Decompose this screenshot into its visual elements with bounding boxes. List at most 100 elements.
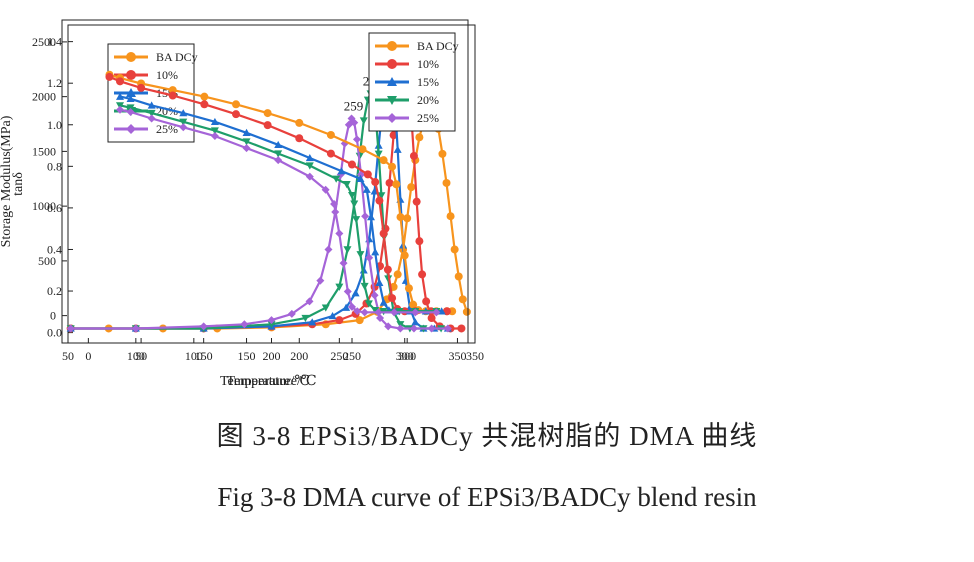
data-point xyxy=(377,192,386,200)
plot-frame xyxy=(61,19,469,344)
data-point xyxy=(305,172,314,181)
data-point xyxy=(356,174,365,182)
legend-swatch-marker xyxy=(387,113,397,123)
data-point xyxy=(374,150,383,158)
x-tick-label: 50 xyxy=(135,349,147,363)
x-tick-label: 50 xyxy=(62,349,74,363)
data-point xyxy=(385,178,394,187)
data-point xyxy=(364,300,373,308)
data-point xyxy=(308,318,317,326)
data-point xyxy=(168,91,177,100)
data-point xyxy=(370,291,379,300)
data-point xyxy=(332,175,341,183)
y-tick-label: 0.2 xyxy=(47,284,62,298)
data-point xyxy=(274,156,283,165)
data-point xyxy=(179,123,188,132)
data-point xyxy=(404,284,413,293)
data-point xyxy=(240,320,249,329)
data-point xyxy=(335,316,344,325)
data-point xyxy=(147,101,156,109)
data-point xyxy=(116,105,124,114)
data-point xyxy=(442,178,451,187)
x-tick-label: 200 xyxy=(290,349,308,363)
data-point xyxy=(376,314,385,323)
data-point xyxy=(389,131,398,140)
data-point xyxy=(363,170,372,179)
x-tick-label: 0 xyxy=(85,349,91,363)
data-point xyxy=(348,191,356,200)
y-tick-label: 1.0 xyxy=(47,118,62,132)
data-point xyxy=(360,308,369,317)
data-point xyxy=(411,308,420,317)
data-point xyxy=(392,180,401,189)
data-point xyxy=(274,150,283,158)
data-point xyxy=(126,107,135,116)
data-point xyxy=(443,324,452,333)
data-point xyxy=(126,94,135,103)
data-point xyxy=(454,272,463,281)
y-tick-label: 500 xyxy=(38,254,56,268)
data-point xyxy=(409,151,418,160)
data-point xyxy=(287,309,296,318)
x-tick-label: 350 xyxy=(448,349,466,363)
data-point xyxy=(350,118,359,127)
data-point xyxy=(274,140,283,149)
data-point xyxy=(358,145,367,154)
legend-swatch-marker xyxy=(126,124,136,134)
data-point xyxy=(330,199,339,208)
data-point xyxy=(343,246,352,254)
data-point xyxy=(366,213,375,221)
legend-label: 10% xyxy=(156,68,178,82)
series-25-1 xyxy=(116,105,441,317)
data-point xyxy=(371,306,380,315)
data-point xyxy=(66,324,75,333)
x-tick-label: 200 xyxy=(263,349,281,363)
data-point xyxy=(418,270,427,279)
x-tick-label: 150 xyxy=(195,349,213,363)
figure-caption-chinese: 图 3-8 EPSi3/BADCy 共混树脂的 DMA 曲线 xyxy=(216,421,758,451)
x-tick-label: 300 xyxy=(398,349,416,363)
storage-modulus-chart: 0 50 100 150 200 250 300 3500500100015002000250… xyxy=(0,19,469,389)
tan-delta-chart: 50 100 150 200 250 300 3500.00.20.40.60.81.01.… xyxy=(11,24,484,389)
data-point xyxy=(462,307,471,316)
legend-label: 20% xyxy=(417,93,439,107)
data-point xyxy=(116,92,124,100)
data-point xyxy=(422,297,431,306)
data-point xyxy=(379,229,388,238)
data-point xyxy=(432,308,441,317)
x-tick-label: 300 xyxy=(396,349,414,363)
data-point xyxy=(353,307,362,316)
data-point xyxy=(179,118,188,126)
data-point xyxy=(393,270,402,279)
data-point xyxy=(321,185,330,194)
data-point xyxy=(179,109,188,117)
data-point xyxy=(379,298,388,306)
data-point xyxy=(384,322,393,331)
data-point xyxy=(411,318,420,326)
data-point xyxy=(335,283,344,291)
y-axis-label: Storage Modulus(MPa) xyxy=(0,115,14,247)
data-point xyxy=(116,77,124,86)
data-point xyxy=(371,248,380,256)
data-point xyxy=(199,322,208,331)
data-point xyxy=(335,229,344,238)
series-20-1 xyxy=(116,102,441,316)
data-point xyxy=(295,118,304,127)
x-tick-label: 250 xyxy=(343,349,361,363)
x-tick-label: 100 xyxy=(185,349,203,363)
x-tick-label: 250 xyxy=(330,349,348,363)
data-point xyxy=(396,213,405,222)
data-point xyxy=(147,114,156,123)
y-tick-label: 2000 xyxy=(32,90,56,104)
legend-label: 25% xyxy=(156,122,178,136)
data-point xyxy=(403,214,412,223)
data-point xyxy=(427,314,436,323)
data-point xyxy=(326,149,335,158)
data-point xyxy=(348,160,356,169)
data-point xyxy=(415,237,424,246)
y-tick-label: 0.6 xyxy=(47,201,62,215)
data-point xyxy=(242,138,251,146)
data-point xyxy=(383,265,392,274)
data-point xyxy=(267,321,276,329)
data-point xyxy=(342,181,351,189)
